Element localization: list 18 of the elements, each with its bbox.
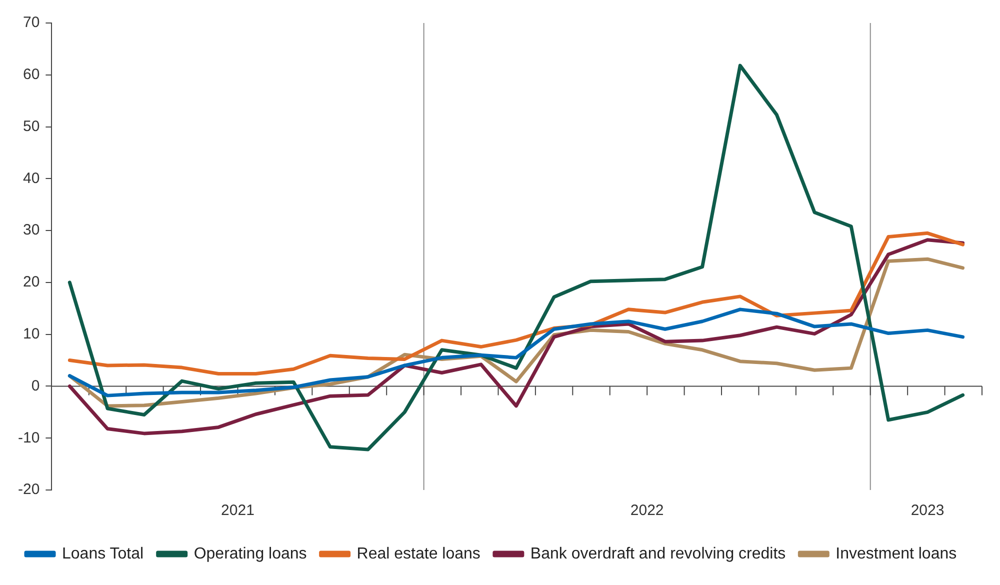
x-tick-label: 2023 [910, 502, 944, 520]
y-tick-label: -20 [18, 481, 40, 498]
x-tick-label: 2021 [221, 502, 254, 520]
y-tick-label: 50 [22, 118, 40, 135]
legend-label: Investment loans [836, 545, 957, 562]
legend-label: Loans Total [62, 545, 144, 562]
legend-label: Operating loans [194, 545, 307, 562]
y-tick-label: 10 [22, 325, 40, 342]
y-tick-label: 20 [22, 274, 40, 291]
y-tick-label: 0 [31, 377, 40, 394]
legend-label: Real estate loans [356, 545, 480, 562]
y-tick-label: 40 [22, 170, 40, 187]
y-tick-label: 30 [22, 222, 40, 239]
legend-label: Bank overdraft and revolving credits [530, 545, 786, 562]
x-tick-label: 2022 [630, 502, 664, 520]
y-tick-label: 60 [22, 66, 40, 84]
y-tick-label: 70 [22, 14, 40, 32]
y-tick-label: -10 [18, 429, 40, 446]
